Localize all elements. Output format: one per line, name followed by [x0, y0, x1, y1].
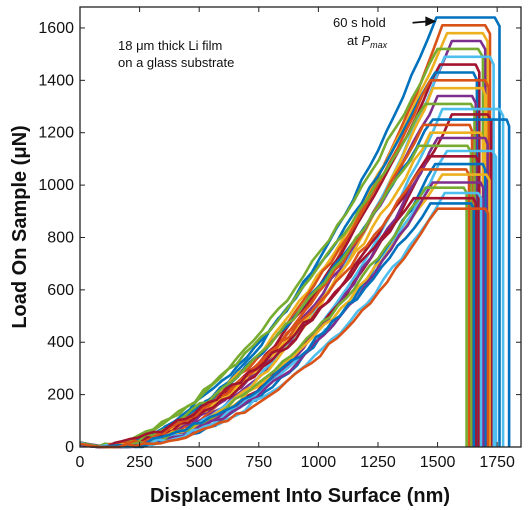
y-axis-title: Load On Sample (μN): [9, 125, 31, 328]
x-axis-title: Displacement Into Surface (nm): [150, 485, 450, 507]
series-line: [79, 102, 476, 449]
y-tick-label: 200: [47, 387, 74, 404]
hold-arrow-head: [425, 16, 437, 27]
series-line: [79, 207, 490, 449]
series-line: [79, 196, 477, 449]
x-tick-label: 1750: [479, 454, 515, 471]
y-tick-label: 800: [47, 229, 74, 246]
hold-annotation-line1: 60 s hold: [333, 15, 386, 30]
y-axis-ticks: 0 200 400 600 800 1000 1200 1400 1600: [38, 20, 521, 456]
series-layer: [79, 16, 511, 449]
hold-annotation-subscript: max: [370, 40, 388, 50]
sample-description-line1: 18 μm thick Li film: [118, 38, 222, 53]
x-tick-label: 1250: [360, 454, 396, 471]
series-line: [79, 186, 468, 449]
y-tick-label: 400: [47, 334, 74, 351]
sample-description-line2: on a glass substrate: [118, 55, 234, 70]
x-tick-label: 1000: [301, 454, 337, 471]
y-tick-label: 1600: [38, 20, 74, 37]
hold-annotation-line2: at Pmax: [347, 33, 388, 50]
x-tick-label: 500: [186, 454, 213, 471]
y-tick-label: 1000: [38, 177, 74, 194]
series-line: [79, 202, 476, 449]
hold-annotation-prefix: at: [347, 33, 361, 48]
series-line: [79, 144, 473, 449]
x-tick-label: 750: [245, 454, 272, 471]
x-tick-label: 250: [126, 454, 153, 471]
y-tick-label: 0: [65, 439, 74, 456]
hold-arrow-icon: [412, 16, 437, 27]
y-tick-label: 1200: [38, 125, 74, 142]
hold-annotation-variable: P: [361, 33, 370, 48]
y-tick-label: 600: [47, 282, 74, 299]
x-axis-ticks: 0 250 500 750 1000 1250 1500 1750: [76, 7, 515, 471]
plot-frame: [79, 6, 522, 448]
x-tick-label: 0: [76, 454, 85, 471]
y-tick-label: 1400: [38, 72, 74, 89]
x-tick-label: 1500: [420, 454, 456, 471]
